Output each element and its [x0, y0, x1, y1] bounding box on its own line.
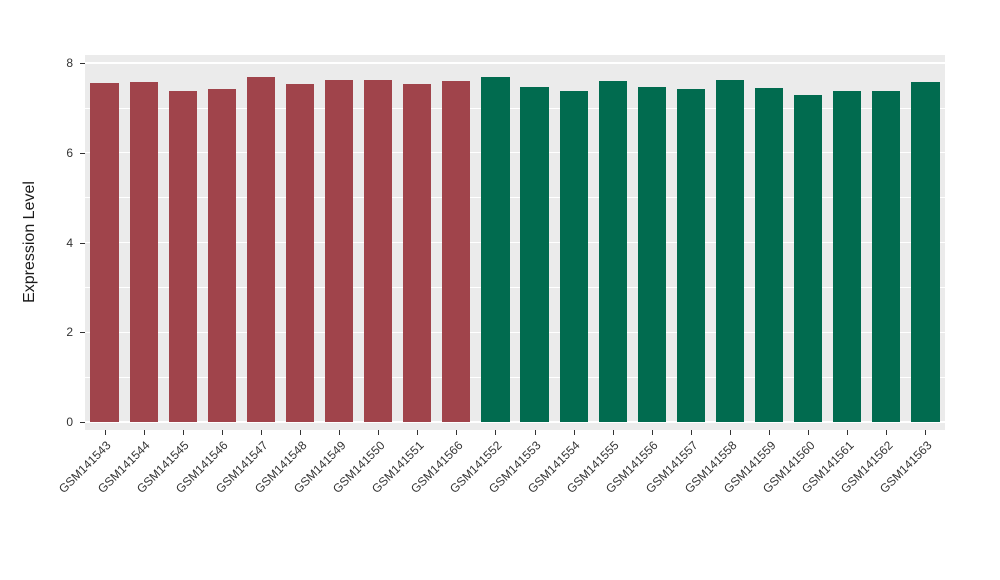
gridline-minor [85, 376, 945, 378]
x-tick-mark [143, 430, 145, 435]
gridline-minor [85, 197, 945, 198]
bar [715, 80, 745, 422]
y-tick-mark [80, 242, 85, 244]
y-axis: 0 2 4 6 8 [0, 55, 85, 430]
x-tick-mark [417, 430, 419, 435]
bar [872, 91, 901, 422]
bar [207, 88, 236, 422]
bar [442, 81, 471, 422]
bar [403, 83, 432, 422]
bar [364, 80, 393, 422]
y-tick-label: 6 [66, 145, 73, 160]
bar [559, 90, 588, 422]
bar [481, 77, 510, 422]
y-tick-label: 8 [66, 56, 73, 71]
x-tick-mark [456, 430, 458, 435]
x-tick-mark [260, 430, 262, 435]
bar [129, 82, 158, 422]
gridline-major [85, 421, 945, 423]
x-tick-mark [730, 430, 731, 435]
bar [755, 88, 784, 422]
gridline-major [85, 331, 945, 333]
x-tick-mark [339, 430, 341, 435]
bar [911, 81, 940, 422]
gridline-minor [85, 287, 945, 288]
x-tick-mark [847, 430, 849, 435]
x-tick-mark [573, 430, 575, 435]
y-tick-mark [80, 152, 85, 154]
bar [794, 95, 823, 422]
x-tick-mark [925, 430, 927, 435]
bar [325, 80, 354, 422]
y-tick-mark [80, 332, 85, 334]
gridline-major [85, 152, 945, 154]
x-tick-mark [886, 430, 888, 435]
bar [90, 83, 119, 422]
x-tick-mark [690, 430, 692, 435]
bar [676, 89, 705, 422]
y-tick-label: 0 [66, 414, 73, 429]
bar [520, 86, 549, 422]
x-tick-mark [495, 430, 497, 435]
plot-panel [85, 55, 945, 430]
bar [637, 86, 666, 422]
gridline-major [85, 62, 945, 64]
x-tick-mark [221, 430, 223, 435]
bar [833, 91, 862, 422]
y-tick-mark [80, 421, 85, 423]
y-tick-mark [80, 63, 85, 65]
bar [246, 76, 275, 422]
x-tick-mark [182, 430, 184, 435]
x-tick-mark [612, 430, 614, 435]
gridline-minor [85, 107, 945, 109]
x-tick-mark [378, 430, 380, 435]
x-tick-mark [769, 430, 771, 435]
bar [168, 90, 197, 422]
x-tick-mark [300, 430, 301, 435]
bar [598, 81, 627, 422]
bar [285, 83, 315, 422]
x-axis: GSM141543 GSM141544 GSM141545 GSM141546 GSM1… [56, 430, 945, 580]
x-tick-mark [534, 430, 536, 435]
x-tick-mark [104, 430, 106, 435]
x-tick-mark [651, 430, 653, 435]
gridline-major [85, 241, 945, 244]
x-tick-mark [808, 430, 810, 435]
y-tick-label: 2 [66, 325, 73, 340]
y-tick-label: 4 [66, 235, 73, 250]
